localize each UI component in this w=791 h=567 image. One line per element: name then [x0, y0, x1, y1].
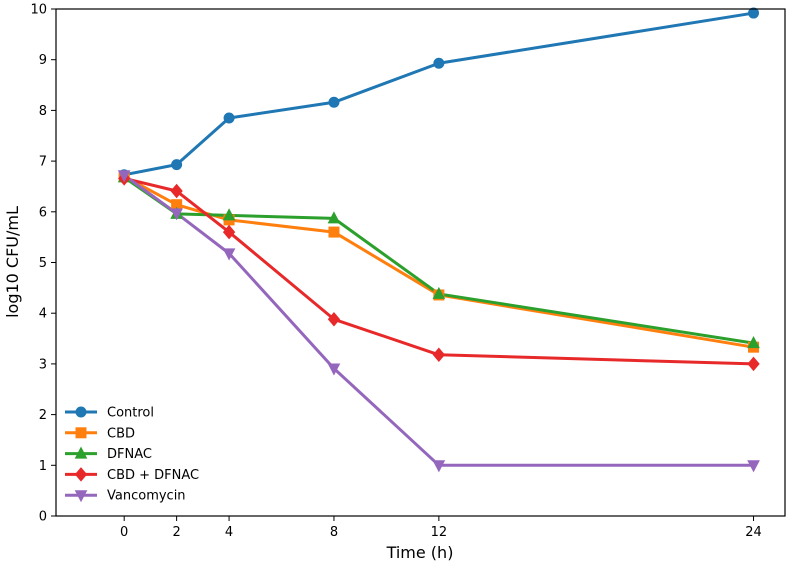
legend-marker	[74, 490, 88, 503]
data-point	[748, 7, 760, 19]
series-line	[123, 174, 754, 349]
x-tick-label: 24	[745, 525, 762, 540]
series-line	[123, 176, 754, 366]
data-point	[327, 211, 341, 224]
data-point	[223, 112, 235, 124]
x-tick-label: 12	[431, 525, 448, 540]
series-lines	[123, 11, 754, 467]
data-point	[747, 356, 760, 372]
data-point	[432, 286, 446, 299]
x-tick-label: 8	[330, 525, 338, 540]
y-tick-label: 5	[39, 256, 47, 271]
legend-label: Control	[107, 406, 154, 421]
y-tick-label: 9	[39, 53, 47, 68]
legend-label: Vancomycin	[107, 489, 186, 504]
y-tick-label: 3	[39, 357, 47, 372]
legend-label: CBD	[107, 426, 135, 441]
legend-marker	[74, 467, 88, 482]
legend-marker	[74, 446, 88, 459]
data-point	[747, 460, 760, 473]
x-tick-label: 2	[172, 525, 180, 540]
legend: Control CBD DFNAC CBD + DFNAC Vancomycin	[65, 406, 199, 504]
y-tick-label: 0	[39, 510, 47, 525]
data-point	[432, 347, 446, 363]
data-point	[432, 460, 446, 473]
y-axis-ticks: 0 1 2 3 4 5 6 7 8 9 10	[30, 3, 56, 525]
data-point	[433, 57, 445, 69]
data-point	[328, 226, 340, 238]
y-tick-label: 4	[39, 307, 47, 322]
data-point	[328, 96, 340, 108]
data-point	[170, 208, 183, 221]
y-tick-label: 6	[39, 205, 47, 220]
series-line	[123, 11, 754, 177]
data-point	[117, 170, 131, 183]
legend-marker	[75, 406, 87, 418]
data-point	[327, 312, 341, 327]
legend-label: CBD + DFNAC	[107, 468, 199, 483]
legend-marker	[75, 427, 87, 439]
y-tick-label: 7	[39, 155, 47, 170]
series-markers	[117, 7, 760, 473]
data-point	[170, 183, 183, 199]
data-point	[222, 224, 236, 240]
data-point	[747, 336, 760, 349]
y-tick-label: 2	[39, 408, 47, 423]
data-point	[222, 248, 236, 261]
x-axis-title: Time (h)	[386, 543, 454, 562]
x-axis-ticks: 0 2 4 8 12 24	[120, 516, 762, 540]
data-point	[222, 208, 236, 221]
y-tick-label: 10	[30, 3, 47, 18]
data-point	[171, 159, 183, 171]
y-axis-title: log10 CFU/mL	[3, 206, 22, 318]
series-line	[123, 174, 754, 467]
y-tick-label: 8	[39, 104, 47, 119]
data-point	[327, 363, 341, 376]
y-tick-label: 1	[39, 459, 47, 474]
x-tick-label: 0	[120, 525, 128, 540]
x-tick-label: 4	[225, 525, 233, 540]
legend-label: DFNAC	[107, 447, 152, 462]
